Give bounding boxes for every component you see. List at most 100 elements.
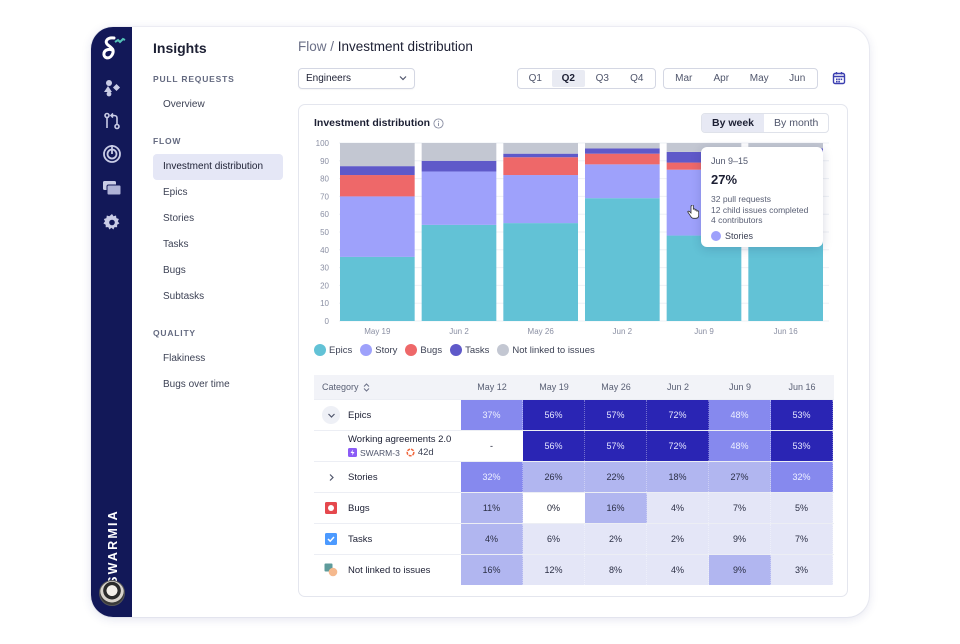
bar-segment-epics bbox=[666, 235, 742, 321]
by-week-option[interactable]: By week bbox=[702, 114, 765, 132]
issue-age: 42d bbox=[417, 447, 434, 458]
month-option-mar[interactable]: Mar bbox=[675, 73, 693, 84]
table-cell: 6% bbox=[523, 524, 585, 554]
month-option-apr[interactable]: Apr bbox=[713, 73, 730, 84]
breadcrumb-current: Investment distribution bbox=[337, 39, 473, 54]
table-row-not-linked[interactable]: Not linked to issues 16% 12% 8% 4% 9% 3% bbox=[314, 554, 834, 585]
legend-item-story[interactable]: Story bbox=[360, 344, 397, 356]
sidebar-item-flakiness[interactable]: Flakiness bbox=[163, 353, 206, 364]
gear-icon[interactable] bbox=[101, 211, 123, 233]
sidebar-item-overview[interactable]: Overview bbox=[163, 99, 205, 110]
table-row-epics[interactable]: Epics 37% 56% 57% 72% 48% 53% bbox=[314, 399, 834, 430]
quarter-option-q1[interactable]: Q1 bbox=[528, 73, 542, 84]
table-cell: 56% bbox=[523, 400, 585, 430]
sidebar-item-bugs[interactable]: Bugs bbox=[163, 265, 186, 276]
radar-icon[interactable] bbox=[101, 143, 123, 165]
month-option-jun[interactable]: Jun bbox=[789, 73, 806, 84]
by-month-option[interactable]: By month bbox=[774, 117, 819, 129]
checkbox-icon bbox=[314, 533, 348, 545]
info-icon[interactable] bbox=[433, 118, 444, 129]
issue-key[interactable]: SWARM-3 bbox=[360, 447, 400, 458]
category-header-label: Category bbox=[322, 382, 359, 392]
bar-segment-tasks bbox=[585, 148, 660, 154]
table-cell: 27% bbox=[709, 462, 771, 492]
investment-table: Category May 12 May 19 May 26 Jun 2 Jun … bbox=[314, 375, 834, 585]
x-tick-label: Jun 2 bbox=[449, 327, 469, 336]
legend-label-story: Story bbox=[375, 344, 398, 356]
epic-icon bbox=[348, 448, 357, 457]
y-tick-label: 90 bbox=[320, 157, 329, 166]
app-window: SWARMIA Insights PULL REQUESTS Overview … bbox=[91, 27, 869, 617]
cards-icon[interactable] bbox=[101, 177, 123, 199]
breadcrumb-separator: / bbox=[326, 39, 338, 54]
legend-item-not-linked[interactable]: Not linked to issues bbox=[497, 344, 595, 356]
table-header: Category May 12 May 19 May 26 Jun 2 Jun … bbox=[314, 375, 834, 399]
bar-segment-epics bbox=[503, 223, 578, 321]
bar-segment-not_linked bbox=[340, 143, 415, 167]
bar-segment-story bbox=[503, 175, 578, 224]
quarter-option-q4[interactable]: Q4 bbox=[630, 73, 644, 84]
pull-request-icon[interactable] bbox=[101, 110, 123, 132]
category-sort-header[interactable]: Category bbox=[314, 382, 461, 392]
insights-sidebar: Insights PULL REQUESTS Overview FLOW Inv… bbox=[132, 27, 290, 617]
legend-swatch-epics bbox=[314, 344, 326, 356]
legend-item-epics[interactable]: Epics bbox=[314, 344, 352, 356]
calendar-icon[interactable] bbox=[832, 71, 846, 85]
sidebar-title: Insights bbox=[153, 40, 207, 56]
bar-segment-story bbox=[340, 196, 415, 257]
table-cell: 56% bbox=[523, 431, 585, 461]
table-cell: 18% bbox=[647, 462, 709, 492]
chevron-right-icon[interactable] bbox=[314, 473, 348, 482]
icon-rail: SWARMIA bbox=[91, 27, 132, 617]
legend-item-bugs[interactable]: Bugs bbox=[405, 344, 442, 356]
quarter-selector: Q1 Q2 Q3 Q4 bbox=[517, 68, 656, 89]
shapes-icon[interactable] bbox=[101, 77, 123, 99]
table-cell: 9% bbox=[709, 524, 771, 554]
sidebar-item-bugs-over-time[interactable]: Bugs over time bbox=[163, 379, 230, 390]
bar-segment-tasks bbox=[503, 153, 578, 158]
table-cell: 57% bbox=[585, 431, 647, 461]
sidebar-item-stories[interactable]: Stories bbox=[163, 213, 195, 224]
sidebar-item-subtasks[interactable]: Subtasks bbox=[163, 291, 205, 302]
y-tick-label: 10 bbox=[320, 299, 329, 308]
tooltip-child-issues: 12 child issues completed bbox=[711, 204, 809, 215]
y-tick-label: 0 bbox=[325, 317, 330, 326]
sidebar-item-tasks[interactable]: Tasks bbox=[163, 239, 189, 250]
sidebar-item-epics[interactable]: Epics bbox=[163, 187, 188, 198]
table-row-bugs[interactable]: Bugs 11% 0% 16% 4% 7% 5% bbox=[314, 492, 834, 523]
column-header: Jun 16 bbox=[788, 382, 816, 392]
column-header: May 12 bbox=[477, 382, 507, 392]
y-tick-label: 20 bbox=[320, 281, 329, 290]
user-avatar[interactable] bbox=[99, 580, 125, 606]
swarmia-logo-icon[interactable] bbox=[99, 33, 127, 63]
quarter-option-q3[interactable]: Q3 bbox=[595, 73, 609, 84]
brand-name: SWARMIA bbox=[106, 509, 121, 585]
brand-wordmark: SWARMIA bbox=[93, 502, 133, 592]
table-cell: 7% bbox=[771, 524, 833, 554]
table-cell: 2% bbox=[585, 524, 647, 554]
table-cell: 53% bbox=[771, 431, 833, 461]
month-option-may[interactable]: May bbox=[749, 73, 769, 84]
section-quality: QUALITY bbox=[153, 328, 196, 338]
legend-item-tasks[interactable]: Tasks bbox=[450, 344, 489, 356]
legend-label-not-linked: Not linked to issues bbox=[512, 344, 595, 356]
sidebar-item-investment-distribution[interactable]: Investment distribution bbox=[153, 154, 283, 180]
legend-label-tasks: Tasks bbox=[465, 344, 490, 356]
x-tick-label: May 26 bbox=[528, 327, 555, 336]
granularity-toggle: By week By month bbox=[701, 113, 830, 133]
chevron-down-icon[interactable] bbox=[322, 406, 340, 424]
bar-segment-not_linked bbox=[585, 143, 660, 149]
table-cell: 32% bbox=[771, 462, 833, 492]
table-row-tasks[interactable]: Tasks 4% 6% 2% 2% 9% 7% bbox=[314, 523, 834, 554]
team-select[interactable]: Engineers bbox=[298, 68, 415, 89]
tooltip-range: Jun 9–15 bbox=[711, 156, 749, 166]
table-cell: 7% bbox=[709, 493, 771, 523]
table-row-working-agreements[interactable]: Working agreements 2.0 SWARM-3 42d - 56%… bbox=[314, 430, 834, 461]
table-cell: 0% bbox=[523, 493, 585, 523]
table-row-stories[interactable]: Stories 32% 26% 22% 18% 27% 32% bbox=[314, 461, 834, 492]
table-cell: 3% bbox=[771, 555, 833, 585]
quarter-option-q2[interactable]: Q2 bbox=[551, 70, 586, 87]
column-header: Jun 2 bbox=[666, 382, 690, 392]
breadcrumb-parent[interactable]: Flow bbox=[298, 39, 327, 54]
table-cell: 4% bbox=[647, 555, 709, 585]
